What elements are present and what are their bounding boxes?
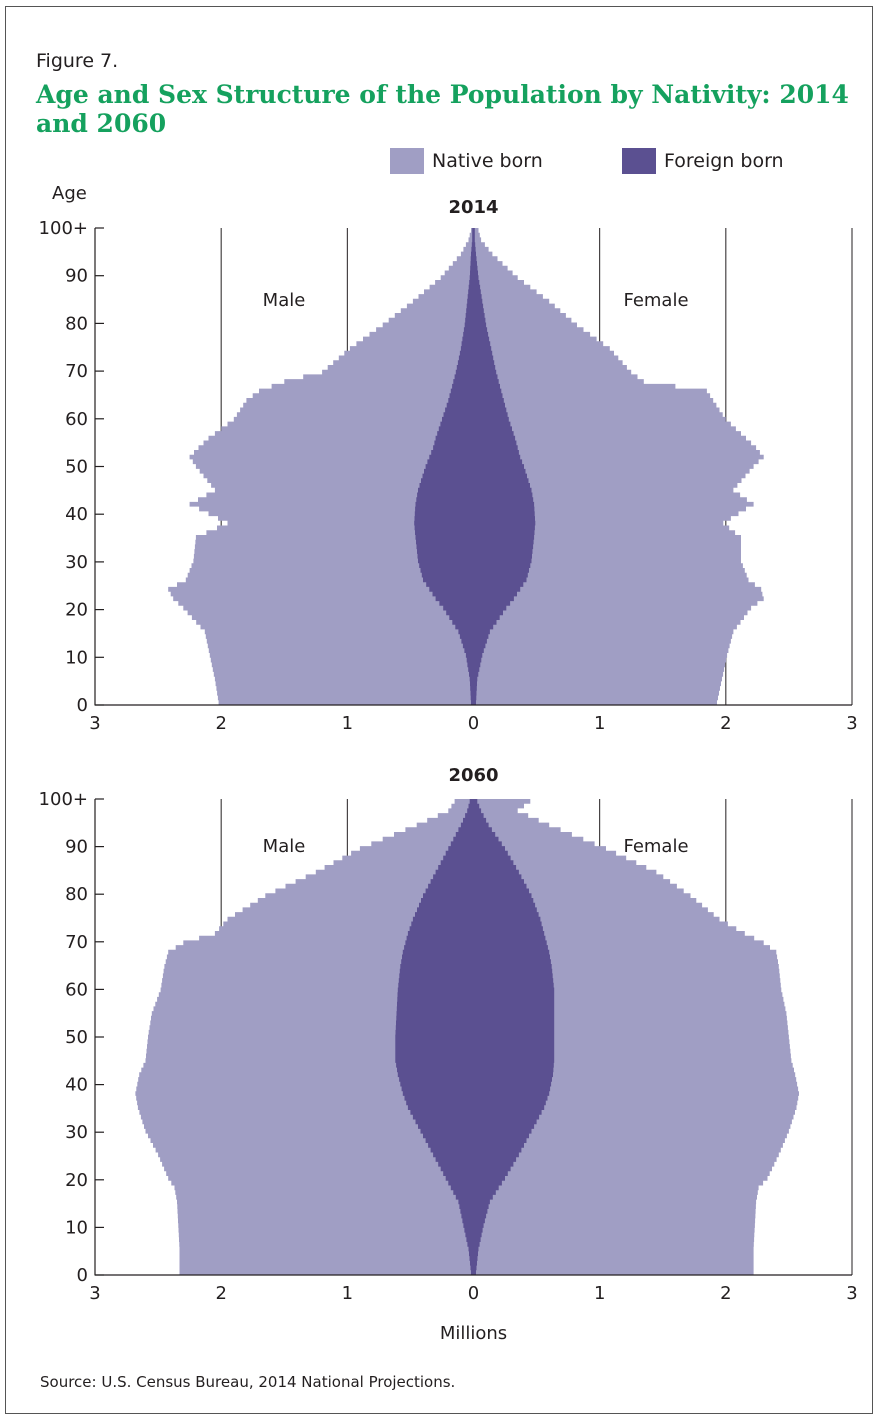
female-label: Female (623, 290, 688, 311)
y-tick-label: 80 (65, 884, 88, 905)
x-tick-label: 1 (342, 1283, 353, 1304)
figure-label: Figure 7. (36, 50, 119, 72)
source-note: Source: U.S. Census Bureau, 2014 Nationa… (40, 1373, 456, 1391)
x-tick-label: 3 (89, 713, 100, 734)
x-tick-label: 3 (846, 1283, 857, 1304)
female-native-born-area (473, 799, 799, 1275)
panel-title: 2014 (448, 197, 498, 218)
legend-native-swatch (390, 148, 424, 174)
male-label: Male (263, 836, 306, 857)
y-tick-label: 20 (65, 1170, 88, 1191)
x-tick-label: 1 (342, 713, 353, 734)
y-tick-label: 20 (65, 600, 88, 621)
y-tick-label: 0 (77, 695, 88, 716)
y-tick-label: 10 (65, 647, 88, 668)
y-tick-label: 30 (65, 1122, 88, 1143)
female-foreign-born-area (473, 799, 555, 1275)
x-tick-label: 2 (215, 713, 226, 734)
figure-frame (5, 6, 873, 1414)
x-tick-label: 1 (594, 1283, 605, 1304)
x-tick-label: 3 (89, 1283, 100, 1304)
y-tick-label: 100+ (39, 218, 88, 239)
y-tick-label: 50 (65, 1027, 88, 1048)
y-tick-label: 60 (65, 409, 88, 430)
x-tick-label: 2 (720, 1283, 731, 1304)
legend-native-born: Native born (390, 146, 543, 176)
y-tick-label: 30 (65, 552, 88, 573)
male-native-born-area (135, 799, 474, 1275)
x-tick-label: 1 (594, 713, 605, 734)
figure-title: Age and Sex Structure of the Population … (36, 80, 849, 138)
x-tick-label: 3 (846, 713, 857, 734)
female-foreign-born-area (473, 228, 536, 705)
legend-foreign-born: Foreign born (622, 146, 784, 176)
legend-foreign-swatch (622, 148, 656, 174)
y-tick-label: 70 (65, 932, 88, 953)
y-tick-label: 70 (65, 361, 88, 382)
y-axis-title: Age (52, 183, 87, 204)
legend-foreign-label: Foreign born (664, 150, 784, 172)
y-tick-label: 10 (65, 1217, 88, 1238)
x-tick-label: 0 (468, 713, 479, 734)
female-native-born-area (473, 228, 764, 705)
x-tick-label: 2 (215, 1283, 226, 1304)
y-tick-label: 60 (65, 979, 88, 1000)
male-foreign-born-area (395, 799, 474, 1275)
y-tick-label: 100+ (39, 789, 88, 810)
y-tick-label: 90 (65, 266, 88, 287)
male-foreign-born-area (414, 228, 474, 705)
male-label: Male (263, 290, 306, 311)
legend-native-label: Native born (432, 150, 543, 172)
y-tick-label: 50 (65, 457, 88, 478)
panel-title: 2060 (448, 765, 498, 786)
y-tick-label: 80 (65, 313, 88, 334)
y-tick-label: 40 (65, 1075, 88, 1096)
male-native-born-area (168, 228, 474, 705)
y-tick-label: 90 (65, 837, 88, 858)
x-tick-label: 2 (720, 713, 731, 734)
y-tick-label: 0 (77, 1265, 88, 1286)
x-tick-label: 0 (468, 1283, 479, 1304)
x-axis-title: Millions (440, 1323, 507, 1344)
y-tick-label: 40 (65, 504, 88, 525)
female-label: Female (623, 836, 688, 857)
